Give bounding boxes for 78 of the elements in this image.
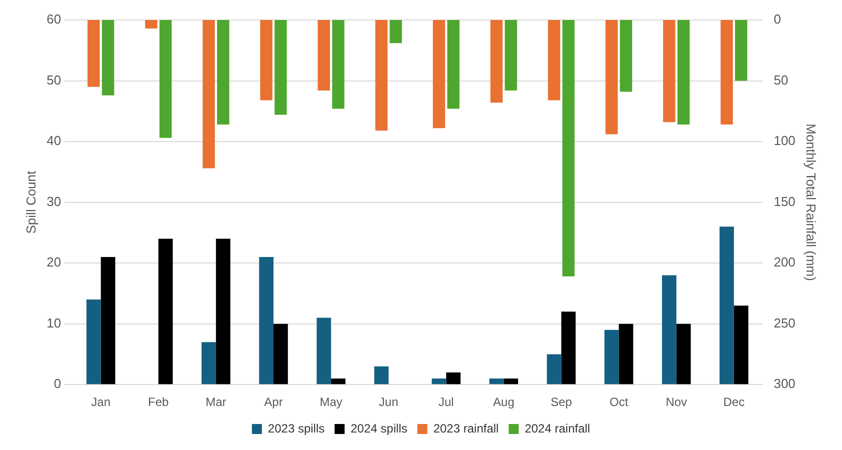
bar — [375, 20, 388, 131]
x-tick-label: Jul — [438, 395, 454, 410]
bar — [720, 20, 733, 125]
bar — [446, 372, 461, 384]
y2-tick-label: 150 — [774, 194, 796, 209]
bar — [318, 20, 330, 90]
bar — [159, 20, 172, 138]
x-tick-label: Apr — [264, 395, 283, 410]
x-tick-label: Jun — [378, 395, 398, 410]
bar — [145, 20, 158, 29]
x-tick-label: Sep — [550, 395, 572, 410]
bar — [677, 20, 690, 125]
bar — [548, 20, 560, 100]
bar — [217, 20, 230, 125]
x-tick-label: Nov — [666, 395, 688, 410]
legend-label: 2024 rainfall — [524, 421, 590, 436]
bar — [216, 238, 230, 384]
y-axis-title: Spill Count — [23, 170, 38, 234]
y-tick-label: 30 — [46, 194, 62, 209]
bar — [332, 20, 344, 109]
legend-label: 2023 spills — [268, 421, 325, 436]
bar — [562, 20, 575, 276]
legend-label: 2023 rainfall — [433, 421, 499, 436]
y-tick-label: 60 — [46, 12, 62, 27]
bar — [202, 20, 215, 168]
bar — [374, 366, 389, 384]
x-tick-label: Dec — [723, 395, 745, 410]
y2-tick-label: 300 — [774, 376, 796, 392]
bar — [561, 312, 576, 384]
bar — [489, 378, 504, 384]
y-tick-label: 10 — [46, 315, 62, 330]
x-tick-label: Aug — [493, 395, 514, 410]
bar — [504, 378, 518, 384]
y2-axis-title: Monthly Total Rainfall (mm) — [804, 124, 819, 281]
legend-label: 2024 spills — [350, 421, 408, 436]
bar — [88, 20, 100, 87]
x-tick-label: Mar — [206, 395, 226, 410]
bar — [720, 226, 734, 384]
bar — [663, 20, 676, 122]
y2-tick-label: 250 — [774, 315, 796, 330]
bar — [447, 20, 460, 109]
y-tick-label: 20 — [46, 254, 62, 270]
bar — [100, 256, 116, 384]
x-tick-label: Jan — [91, 395, 111, 410]
y-tick-label: 0 — [54, 376, 62, 392]
bar — [620, 20, 632, 92]
bar — [102, 20, 114, 96]
bar — [735, 20, 748, 81]
bar — [202, 342, 216, 384]
x-tick-label: Feb — [148, 395, 170, 410]
bar — [432, 20, 446, 128]
bar — [676, 324, 691, 384]
bar — [490, 20, 503, 103]
bar — [274, 324, 288, 384]
bar — [662, 275, 676, 384]
y2-tick-label: 200 — [774, 254, 796, 270]
bar — [316, 318, 332, 384]
bar — [390, 20, 402, 44]
bar — [504, 20, 518, 90]
bar — [734, 306, 748, 384]
bar — [274, 20, 287, 115]
y2-tick-label: 100 — [774, 133, 796, 148]
bar — [606, 20, 618, 134]
bar — [259, 256, 274, 384]
bar — [331, 378, 346, 384]
x-tick-label: May — [320, 395, 342, 410]
y2-tick-label: 50 — [774, 72, 788, 88]
y2-tick-label: 0 — [774, 12, 781, 27]
x-tick-label: Oct — [609, 395, 629, 410]
bar — [158, 238, 173, 384]
bar — [86, 300, 101, 384]
bar — [260, 20, 272, 100]
bar — [604, 330, 619, 384]
bar — [546, 354, 562, 384]
bar — [432, 378, 446, 384]
y-tick-label: 40 — [46, 133, 62, 148]
y-tick-label: 50 — [46, 72, 62, 88]
bar — [618, 324, 634, 384]
